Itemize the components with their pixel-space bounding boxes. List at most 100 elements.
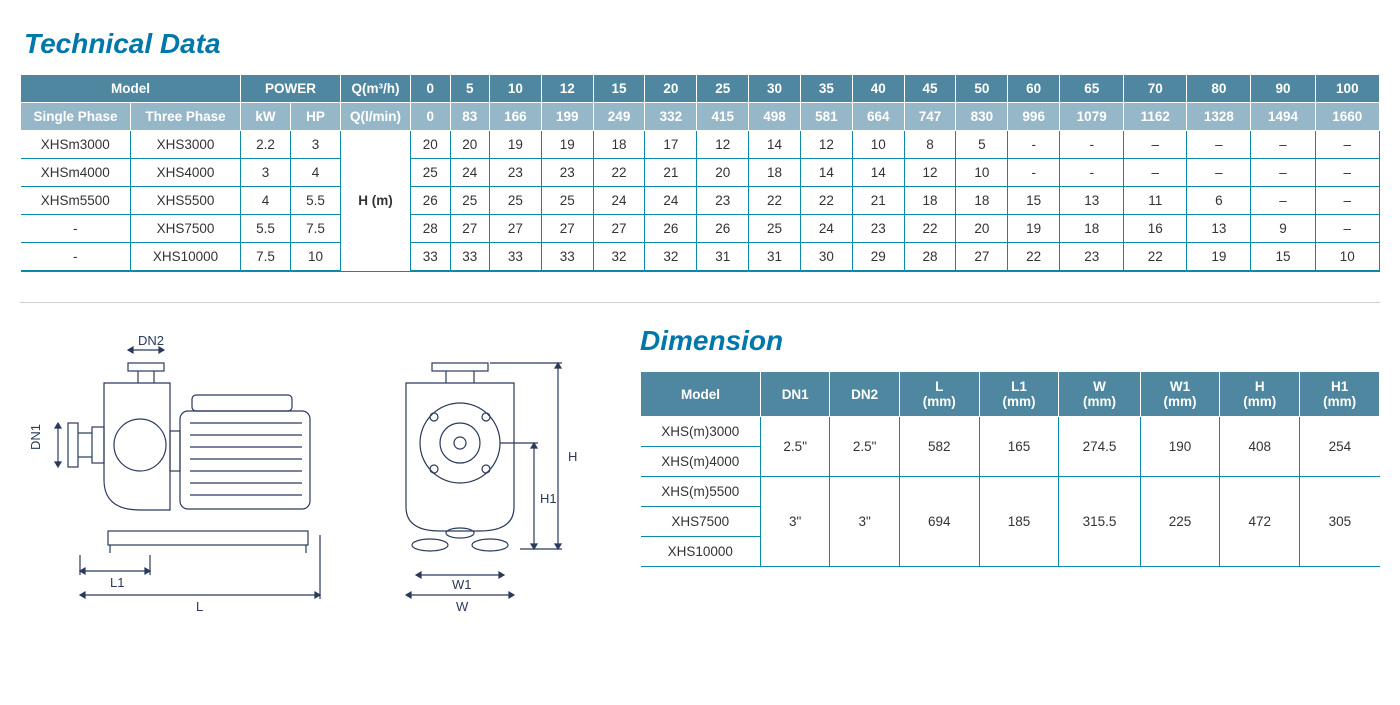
th-flow: 65 — [1060, 75, 1124, 103]
label-l: L — [196, 599, 203, 614]
label-h: H — [568, 449, 577, 464]
dim-th: W(mm) — [1059, 372, 1140, 417]
dim-th-model: Model — [641, 372, 761, 417]
tech-cell: 19 — [1187, 243, 1251, 272]
th-flow: 830 — [956, 103, 1008, 131]
tech-cell: XHSm4000 — [21, 159, 131, 187]
tech-cell: - — [1008, 159, 1060, 187]
tech-cell: 22 — [800, 187, 852, 215]
tech-cell: – — [1315, 159, 1379, 187]
tech-cell: XHS10000 — [131, 243, 241, 272]
th-three-phase: Three Phase — [131, 103, 241, 131]
label-w: W — [456, 599, 469, 614]
dim-th: DN2 — [830, 372, 899, 417]
dim-val: 254 — [1300, 417, 1380, 477]
tech-cell: 32 — [645, 243, 697, 272]
dim-val: 3" — [761, 477, 830, 567]
th-q-lmin: Q(l/min) — [341, 103, 411, 131]
tech-cell: – — [1187, 159, 1251, 187]
tech-cell: 33 — [490, 243, 542, 272]
dim-model: XHS(m)4000 — [641, 447, 761, 477]
tech-cell: - — [1060, 131, 1124, 159]
tech-cell: 18 — [904, 187, 956, 215]
tech-cell: 5 — [956, 131, 1008, 159]
tech-cell: – — [1251, 187, 1315, 215]
tech-cell: 26 — [645, 215, 697, 243]
pump-drawing: DN2 DN1 L1 L H H1 W1 W — [20, 325, 600, 635]
tech-cell: 9 — [1251, 215, 1315, 243]
tech-cell: 22 — [1124, 243, 1187, 272]
tech-cell: – — [1187, 131, 1251, 159]
tech-cell: – — [1251, 131, 1315, 159]
tech-cell: 30 — [800, 243, 852, 272]
tech-cell: 27 — [956, 243, 1008, 272]
tech-cell: 23 — [541, 159, 593, 187]
th-flow: 90 — [1251, 75, 1315, 103]
tech-cell: XHSm5500 — [21, 187, 131, 215]
dim-th: DN1 — [761, 372, 830, 417]
dimension-table: Model DN1 DN2 L(mm) L1(mm) W(mm) W1(mm) … — [640, 371, 1380, 567]
dim-th: H(mm) — [1220, 372, 1300, 417]
technical-data-title: Technical Data — [24, 28, 1380, 60]
tech-cell: – — [1315, 215, 1379, 243]
tech-cell: 23 — [852, 215, 904, 243]
tech-row: XHSm4000XHS40003425242323222120181414121… — [21, 159, 1380, 187]
th-q-m3h: Q(m³/h) — [341, 75, 411, 103]
tech-cell: 10 — [291, 243, 341, 272]
tech-cell: – — [1315, 131, 1379, 159]
tech-cell: 5.5 — [241, 215, 291, 243]
tech-cell: 25 — [411, 159, 451, 187]
tech-cell: 29 — [852, 243, 904, 272]
tech-cell: 25 — [450, 187, 490, 215]
th-power: POWER — [241, 75, 341, 103]
th-flow: 166 — [490, 103, 542, 131]
tech-cell: – — [1251, 159, 1315, 187]
tech-cell: 16 — [1124, 215, 1187, 243]
dim-model: XHS7500 — [641, 507, 761, 537]
tech-cell: XHS7500 — [131, 215, 241, 243]
tech-cell: 24 — [593, 187, 645, 215]
tech-cell: – — [1124, 131, 1187, 159]
tech-cell: 24 — [800, 215, 852, 243]
dim-row: XHS(m)3000 2.5" 2.5" 582 165 274.5 190 4… — [641, 417, 1380, 447]
th-flow: 83 — [450, 103, 490, 131]
tech-cell: 18 — [749, 159, 801, 187]
tech-cell: 2.2 — [241, 131, 291, 159]
tech-cell: - — [1060, 159, 1124, 187]
dim-val: 582 — [899, 417, 979, 477]
tech-cell: 31 — [697, 243, 749, 272]
tech-cell: 21 — [852, 187, 904, 215]
tech-cell: 5.5 — [291, 187, 341, 215]
tech-cell: 7.5 — [291, 215, 341, 243]
tech-cell: 11 — [1124, 187, 1187, 215]
tech-cell: 20 — [697, 159, 749, 187]
th-flow: 664 — [852, 103, 904, 131]
th-flow: 199 — [541, 103, 593, 131]
tech-row: -XHS75005.57.528272727272626252423222019… — [21, 215, 1380, 243]
label-l1: L1 — [110, 575, 124, 590]
th-flow: 0 — [411, 75, 451, 103]
tech-cell: 21 — [645, 159, 697, 187]
label-h1: H1 — [540, 491, 557, 506]
section-divider — [20, 302, 1380, 303]
th-flow: 25 — [697, 75, 749, 103]
th-flow: 1494 — [1251, 103, 1315, 131]
tech-cell: 20 — [450, 131, 490, 159]
tech-header-row-2: Single Phase Three Phase kW HP Q(l/min) … — [21, 103, 1380, 131]
tech-row: XHSm5500XHS550045.5262525252424232222211… — [21, 187, 1380, 215]
dim-val: 694 — [899, 477, 979, 567]
tech-cell: 13 — [1187, 215, 1251, 243]
th-flow: 30 — [749, 75, 801, 103]
th-flow: 35 — [800, 75, 852, 103]
th-flow: 60 — [1008, 75, 1060, 103]
th-flow: 1079 — [1060, 103, 1124, 131]
tech-cell: 8 — [904, 131, 956, 159]
tech-cell: 28 — [904, 243, 956, 272]
tech-cell: 19 — [541, 131, 593, 159]
th-flow: 747 — [904, 103, 956, 131]
th-flow: 1660 — [1315, 103, 1379, 131]
tech-cell: 4 — [241, 187, 291, 215]
tech-header-row-1: Model POWER Q(m³/h) 0 5 10 12 15 20 25 3… — [21, 75, 1380, 103]
tech-cell: 17 — [645, 131, 697, 159]
tech-cell: 12 — [697, 131, 749, 159]
